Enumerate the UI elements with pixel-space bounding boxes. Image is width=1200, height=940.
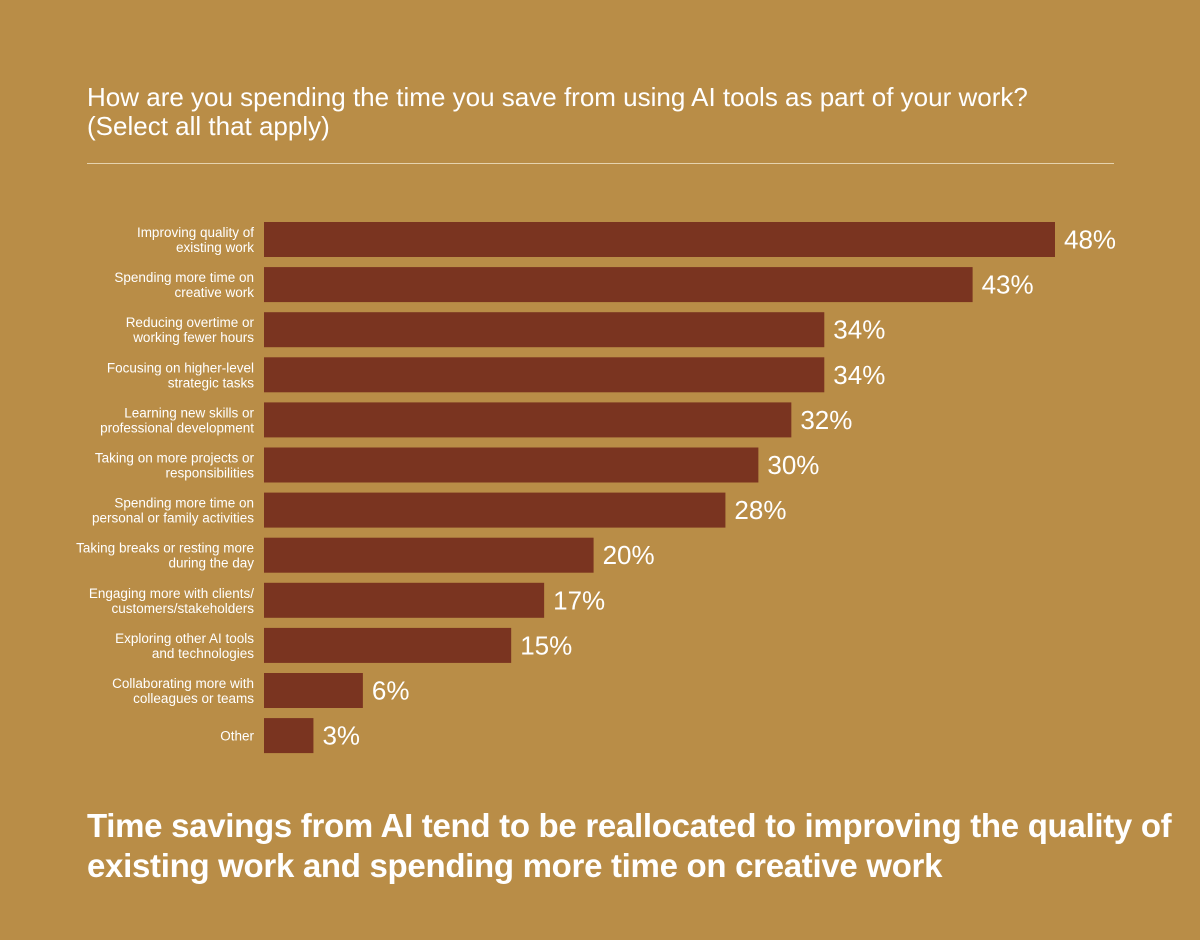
bar <box>264 582 545 618</box>
bar-row: Learning new skills or professional devel… <box>100 402 852 438</box>
bar <box>264 718 314 754</box>
bar-row: Collaborating more with colleagues or tea… <box>112 673 409 708</box>
category-label: Exploring other AI tools and technologies <box>115 631 254 661</box>
bar-row: Other 3% <box>220 718 360 754</box>
bar <box>264 627 512 663</box>
value-label: 30% <box>767 450 819 480</box>
value-label: 34% <box>833 360 885 390</box>
value-label: 3% <box>322 721 360 751</box>
bar <box>264 673 363 708</box>
bar-row: Spending more time on creative work 43% <box>114 267 1034 303</box>
bar <box>264 402 792 438</box>
bar-row: Focusing on higher-level strategic tasks 3… <box>107 357 885 393</box>
value-label: 48% <box>1064 225 1116 255</box>
bar-chart: Improving quality of existing work 48% Spen… <box>76 222 1116 754</box>
bar <box>264 222 1055 257</box>
bar-row: Reducing overtime or working fewer hours 3… <box>126 312 885 348</box>
value-label: 28% <box>734 495 786 525</box>
category-label: Other <box>220 729 254 744</box>
category-label: Reducing overtime or working fewer hours <box>126 315 255 345</box>
category-label: Spending more time on creative work <box>114 270 254 300</box>
category-label: Focusing on higher-level strategic tasks <box>107 360 254 390</box>
bar <box>264 357 825 393</box>
value-label: 43% <box>982 270 1034 300</box>
value-label: 15% <box>520 630 572 660</box>
category-label: Improving quality of existing work <box>137 225 254 255</box>
category-label: Taking on more projects or responsibiliti… <box>95 451 255 481</box>
bar <box>264 537 594 573</box>
bar-row: Improving quality of existing work 48% <box>137 222 1116 257</box>
value-label: 6% <box>372 676 410 706</box>
bar-row: Engaging more with clients/customers/sta… <box>89 582 605 618</box>
bar-row: Taking breaks or resting more during the … <box>76 537 655 573</box>
category-label: Taking breaks or resting more during the … <box>76 541 254 571</box>
bar-row: Taking on more projects or responsibiliti… <box>95 447 819 483</box>
category-label: Collaborating more with colleagues or tea… <box>112 676 254 706</box>
bar <box>264 492 726 528</box>
value-label: 32% <box>800 405 852 435</box>
bar <box>264 312 825 348</box>
value-label: 17% <box>553 585 605 615</box>
category-label: Learning new skills or professional devel… <box>100 405 254 435</box>
bar <box>264 267 973 303</box>
footer-headline: Time savings from AI tend to be realloca… <box>87 807 1172 884</box>
bar-row: Spending more time on personal or family … <box>92 492 786 528</box>
chart-title: How are you spending the time you save f… <box>87 82 1028 141</box>
category-label: Spending more time on personal or family … <box>92 496 254 526</box>
title-divider <box>87 163 1114 164</box>
bar <box>264 447 759 483</box>
bar-row: Exploring other AI tools and technologies… <box>115 627 572 663</box>
value-label: 20% <box>603 540 655 570</box>
category-label: Engaging more with clients/customers/sta… <box>89 586 254 616</box>
value-label: 34% <box>833 315 885 345</box>
